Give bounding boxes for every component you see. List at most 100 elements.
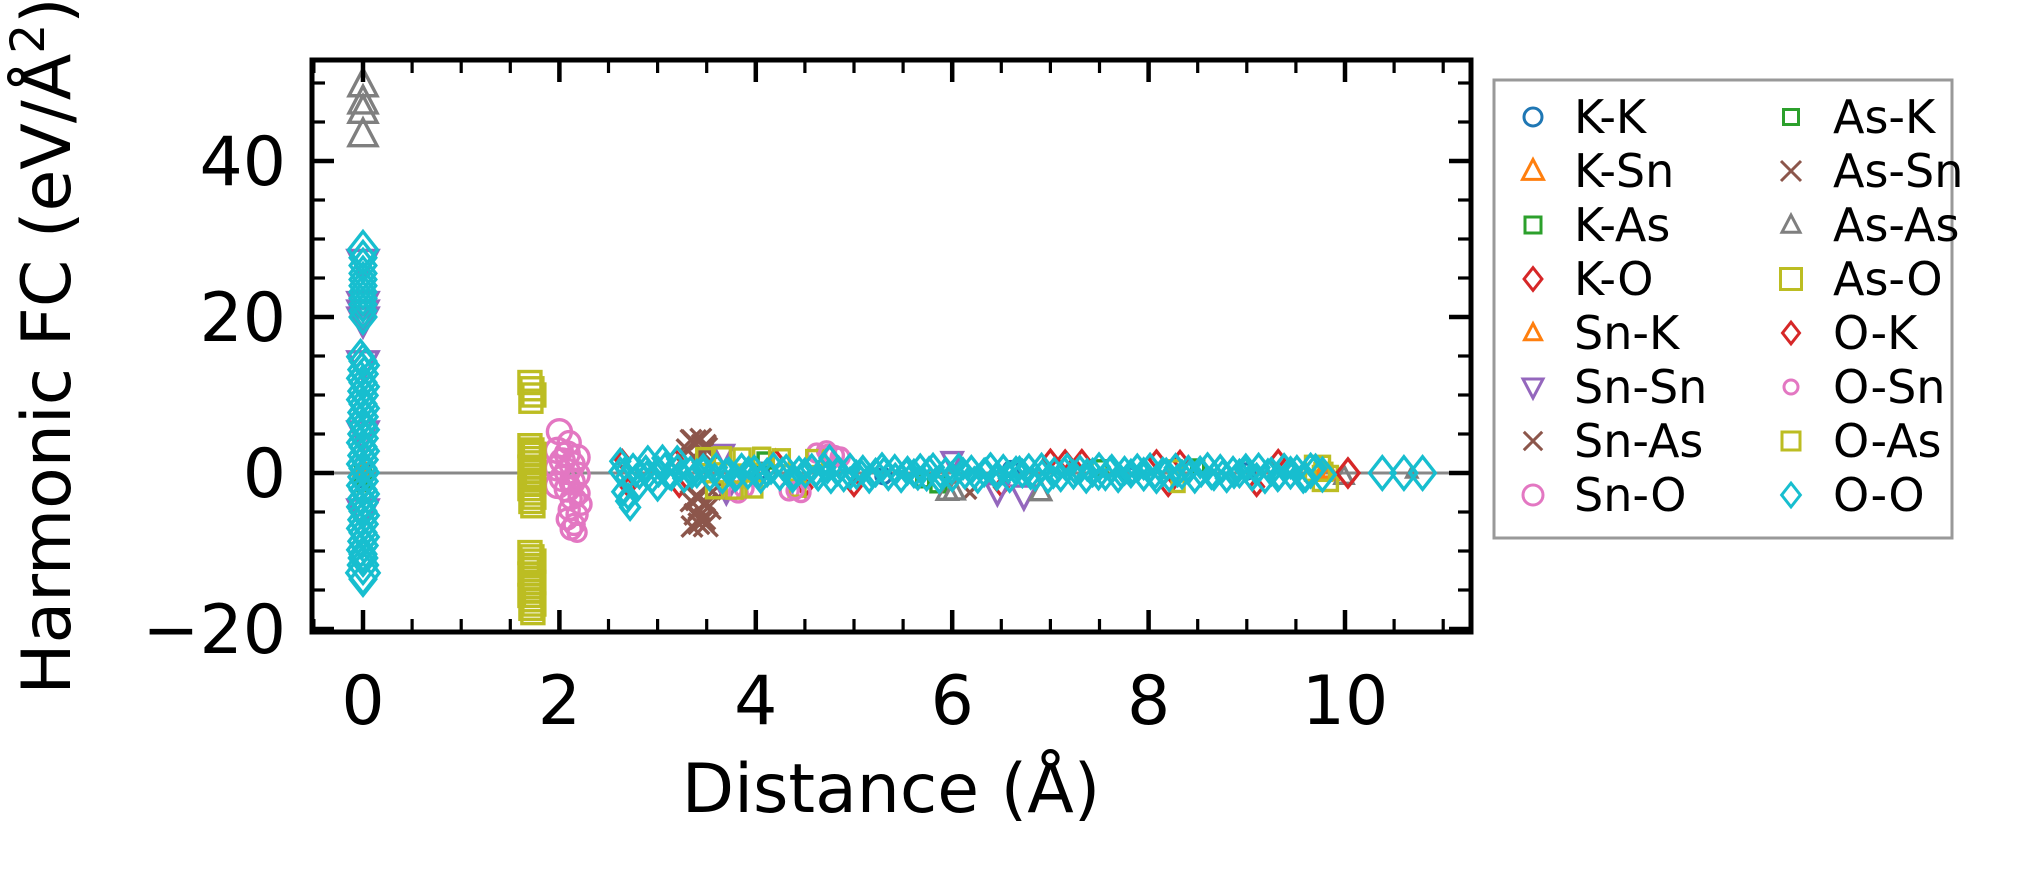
data-point — [1212, 458, 1233, 484]
data-point — [1035, 463, 1061, 495]
data-point — [908, 466, 928, 492]
data-point — [975, 456, 996, 482]
data-point — [518, 595, 544, 622]
x-tick-label: 6 — [931, 662, 974, 741]
legend-swatch-K-K — [1522, 106, 1544, 128]
data-point — [828, 454, 849, 480]
legend-swatch-K-As — [1523, 215, 1543, 235]
legend-label: Sn-Sn — [1574, 360, 1707, 414]
y-axis-label: Harmonic FC (eV/Å2) — [1, 0, 87, 695]
legend-entry-O-Sn: O-Sn — [1782, 360, 1945, 414]
y-axis-label-close: ) — [8, 0, 87, 24]
data-point — [1334, 456, 1362, 490]
legend-swatch-Sn-O — [1521, 483, 1545, 507]
data-point — [1156, 456, 1177, 482]
legend-entry-Sn-As: Sn-As — [1522, 414, 1703, 468]
series-O-K — [1334, 456, 1362, 490]
data-point — [1407, 454, 1438, 492]
data-point — [554, 441, 575, 461]
legend-entry-K-As: K-As — [1523, 198, 1670, 252]
x-tick-label: 10 — [1302, 662, 1389, 741]
data-point — [1258, 457, 1278, 483]
y-tick-label: 40 — [199, 123, 286, 202]
legend-swatch-O-As — [1780, 430, 1802, 452]
data-point — [348, 291, 378, 330]
series-As-As — [346, 65, 1420, 502]
legend-label: O-K — [1833, 306, 1919, 360]
data-point — [566, 521, 588, 543]
data-point — [772, 456, 793, 482]
data-point — [521, 439, 543, 460]
legend-swatch-O-Sn — [1782, 378, 1800, 396]
legend-entry-Sn-Sn: Sn-Sn — [1520, 360, 1707, 414]
data-point — [851, 458, 872, 484]
data-point — [1088, 466, 1109, 492]
data-point — [348, 560, 378, 599]
data-point — [1247, 475, 1266, 499]
data-point — [1367, 454, 1398, 492]
legend-entry-Sn-O: Sn-O — [1521, 468, 1686, 522]
data-point — [618, 492, 642, 522]
legend-entry-As-Sn: As-Sn — [1779, 144, 1963, 198]
legend-swatch-Sn-As — [1522, 430, 1544, 452]
series-O-O — [344, 228, 1438, 599]
data-point — [1303, 452, 1328, 485]
legend-swatch-As-Sn — [1779, 159, 1803, 183]
legend-box — [1492, 78, 1954, 540]
legend-label: Sn-O — [1574, 468, 1686, 522]
legend-entry-As-O: As-O — [1779, 252, 1943, 306]
data-point — [716, 457, 736, 483]
legend-label: As-O — [1833, 252, 1943, 306]
data-point — [1190, 454, 1210, 480]
data-point — [786, 455, 812, 487]
data-point — [348, 285, 378, 324]
data-point — [1133, 456, 1154, 482]
data-point — [1307, 455, 1338, 494]
data-point — [941, 476, 967, 501]
data-point — [1280, 455, 1301, 481]
x-tick-label: 2 — [538, 662, 581, 741]
data-point — [919, 455, 939, 481]
data-point — [888, 462, 914, 494]
legend-swatch-Sn-Sn — [1520, 377, 1546, 402]
data-point — [519, 556, 541, 577]
legend-label: Sn-K — [1574, 306, 1681, 360]
legend-entry-O-K: O-K — [1780, 306, 1919, 360]
data-point — [346, 82, 380, 115]
data-point — [348, 535, 378, 574]
legend-label: K-Sn — [1574, 144, 1674, 198]
y-axis-label-main: Harmonic FC (eV/Å — [6, 54, 87, 695]
data-point — [964, 465, 985, 491]
data-point — [520, 599, 546, 626]
data-point — [518, 388, 544, 414]
legend-swatch-K-Sn — [1520, 156, 1546, 181]
data-point — [348, 279, 378, 318]
scatter-marker-layer — [344, 65, 1438, 626]
legend-swatch-Sn-K — [1522, 320, 1544, 342]
data-point — [896, 457, 917, 483]
legend-label: O-Sn — [1833, 360, 1945, 414]
tick-label-layer: 0 2 4 6 8 10 −20 0 20 40 — [142, 123, 1388, 741]
legend-swatch-K-O — [1522, 265, 1544, 293]
legend-swatch-As-As — [1779, 211, 1803, 234]
data-point — [1265, 461, 1291, 493]
data-point — [692, 511, 719, 538]
legend-label: As-As — [1833, 198, 1959, 252]
data-point — [1290, 463, 1316, 495]
data-point — [693, 455, 714, 481]
data-point — [783, 465, 804, 491]
x-tick-label: 0 — [341, 662, 384, 741]
data-point — [953, 456, 973, 482]
data-point — [1043, 464, 1064, 490]
legend-label: K-As — [1574, 198, 1670, 252]
legend-entry-O-O: O-O — [1779, 468, 1925, 522]
legend-swatch-O-K — [1780, 319, 1802, 347]
axes-layer — [309, 57, 1474, 635]
x-axis-label: Distance (Å) — [682, 748, 1101, 829]
legend-label: As-K — [1833, 90, 1937, 144]
legend-label: K-O — [1574, 252, 1653, 306]
y-tick-label: 20 — [199, 279, 286, 358]
